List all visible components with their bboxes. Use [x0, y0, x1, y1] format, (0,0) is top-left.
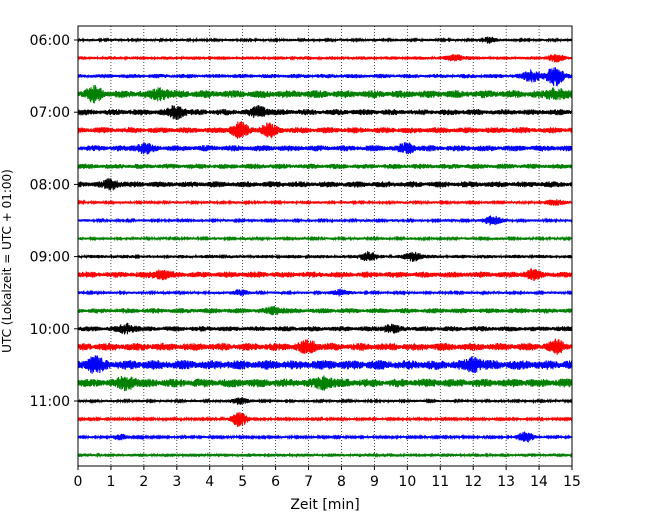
trace-0715 — [77, 121, 573, 139]
trace-1045 — [77, 375, 573, 392]
x-tick-label-2: 2 — [139, 474, 148, 490]
x-tick-label-14: 14 — [530, 474, 548, 490]
y-tick-label-09:00: 09:00 — [30, 250, 70, 266]
trace-0915 — [77, 268, 573, 281]
y-tick-label-07:00: 07:00 — [30, 105, 70, 121]
trace-1100 — [77, 397, 573, 405]
trace-1015 — [77, 338, 573, 355]
trace-0845 — [77, 235, 573, 242]
x-tick-label-11: 11 — [431, 474, 449, 490]
y-tick-label-08:00: 08:00 — [30, 177, 70, 193]
trace-0900 — [77, 251, 573, 262]
y-axis-ticks: 06:00 07:00 08:00 09:00 10:00 11:00 — [30, 33, 78, 410]
x-tick-label-6: 6 — [271, 474, 280, 490]
trace-0945 — [77, 305, 573, 316]
trace-0930 — [77, 288, 573, 297]
trace-1030 — [77, 355, 573, 374]
y-tick-label-11:00: 11:00 — [30, 394, 70, 410]
grid-lines — [110, 26, 540, 466]
x-tick-label-15: 15 — [563, 474, 581, 490]
x-tick-label-5: 5 — [238, 474, 247, 490]
trace-1145 — [77, 452, 573, 459]
x-tick-label-1: 1 — [106, 474, 115, 490]
x-tick-label-8: 8 — [337, 474, 346, 490]
x-axis-label: Zeit [min] — [290, 497, 359, 513]
x-tick-label-7: 7 — [304, 474, 313, 490]
trace-0630 — [77, 67, 573, 87]
plot-frame — [77, 25, 573, 467]
x-tick-label-12: 12 — [464, 474, 482, 490]
trace-0600 — [77, 36, 573, 44]
x-tick-label-13: 13 — [497, 474, 515, 490]
trace-0800 — [77, 178, 573, 191]
trace-0815 — [77, 199, 573, 206]
x-tick-label-4: 4 — [205, 474, 214, 490]
trace-0700 — [77, 105, 573, 120]
x-tick-label-0: 0 — [74, 474, 83, 490]
x-tick-label-10: 10 — [398, 474, 416, 490]
trace-0730 — [77, 141, 573, 155]
trace-0615 — [77, 54, 573, 63]
trace-0745 — [77, 163, 573, 170]
seismic-traces — [77, 36, 573, 459]
x-tick-label-3: 3 — [172, 474, 181, 490]
x-axis-ticks: 0 1 2 3 4 5 6 7 8 9 10 11 12 13 14 15 — [74, 466, 581, 490]
x-tick-label-9: 9 — [370, 474, 379, 490]
trace-1115 — [77, 411, 573, 427]
trace-1000 — [77, 322, 573, 335]
y-tick-label-10:00: 10:00 — [30, 322, 70, 338]
trace-0645 — [77, 85, 573, 104]
trace-0830 — [77, 215, 573, 226]
trace-1130 — [77, 431, 573, 443]
y-tick-label-06:00: 06:00 — [30, 33, 70, 49]
y-axis-label: UTC (Lokalzeit = UTC + 01:00) — [0, 169, 14, 353]
